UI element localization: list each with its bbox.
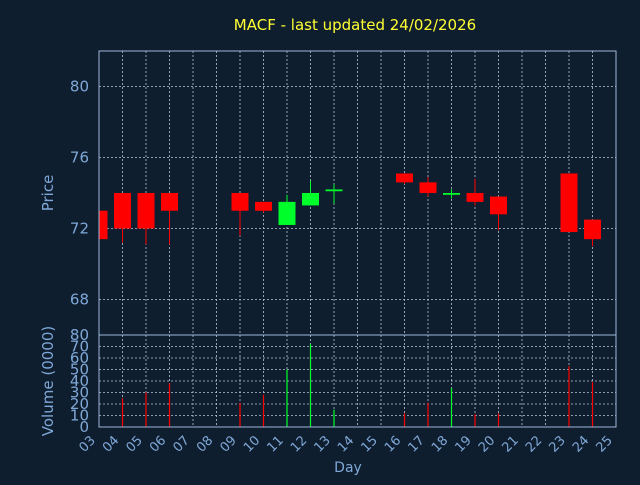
price-axis-label: Price [39, 175, 57, 212]
candle-24 [584, 219, 601, 247]
candle-body-23 [560, 173, 578, 233]
candle-body-05 [137, 193, 155, 229]
day-tick-16: 16 [382, 433, 404, 455]
volume-axis-label: Volume (0000) [39, 326, 57, 436]
volume-bars [121, 344, 594, 427]
day-tick-15: 15 [359, 433, 381, 455]
candle-body-20 [490, 196, 507, 215]
day-tick-12: 12 [288, 433, 310, 455]
volume-gridlines [99, 335, 616, 427]
day-tick-23: 23 [547, 433, 569, 455]
volume-tick-10: 10 [70, 407, 89, 425]
day-tick-08: 08 [194, 433, 216, 455]
candle-body-16 [396, 173, 413, 183]
day-tick-22: 22 [523, 433, 545, 455]
day-tick-07: 07 [171, 433, 193, 455]
volume-tick-40: 40 [70, 372, 89, 390]
volume-tick-30: 30 [70, 384, 89, 402]
price-tick-80: 80 [70, 78, 89, 96]
candle-18 [443, 189, 460, 199]
day-tick-03: 03 [77, 433, 99, 455]
volume-tick-20: 20 [70, 395, 89, 413]
day-tick-11: 11 [265, 433, 287, 455]
candle-04 [114, 193, 131, 243]
price-candles [98, 173, 601, 247]
candle-body-03 [99, 210, 108, 240]
candle-body-06 [161, 193, 178, 211]
day-tick-17: 17 [406, 433, 428, 455]
price-tick-labels: 68 72 76 80 [70, 78, 89, 309]
candle-05 [137, 193, 155, 245]
candle-13 [325, 184, 343, 204]
candle-body-19 [466, 193, 484, 202]
day-tick-24: 24 [570, 433, 592, 455]
day-tick-18: 18 [429, 433, 451, 455]
candle-12 [302, 180, 319, 206]
candle-06 [161, 193, 178, 245]
candle-body-13 [325, 189, 343, 192]
day-tick-21: 21 [500, 433, 522, 455]
candle-03 [98, 210, 108, 240]
price-tick-72: 72 [70, 220, 89, 238]
day-tick-10: 10 [241, 433, 263, 455]
price-tick-76: 76 [70, 149, 89, 167]
chart-title: MACF - last updated 24/02/2026 [234, 16, 476, 34]
candle-17 [419, 177, 437, 197]
volume-tick-80: 80 [70, 326, 89, 344]
candle-body-24 [584, 219, 601, 240]
volume-panel-frame [98, 334, 617, 428]
candle-23 [560, 173, 578, 233]
day-tick-20: 20 [476, 433, 498, 455]
volume-tick-0: 0 [79, 418, 89, 436]
candle-body-12 [302, 193, 319, 206]
volume-tick-60: 60 [70, 349, 89, 367]
candle-10 [255, 201, 272, 213]
day-axis-label: Day [334, 460, 362, 476]
candle-body-10 [255, 201, 272, 211]
candle-body-09 [231, 193, 249, 211]
day-tick-09: 09 [218, 433, 240, 455]
day-tick-14: 14 [335, 433, 357, 455]
day-tick-25: 25 [594, 433, 616, 455]
candle-20 [490, 196, 507, 231]
day-tick-13: 13 [312, 433, 334, 455]
volume-tick-70: 70 [70, 338, 89, 356]
candle-body-17 [419, 182, 437, 193]
day-tick-05: 05 [124, 433, 146, 455]
candle-body-04 [114, 193, 131, 229]
price-tick-68: 68 [70, 291, 89, 309]
day-tick-19: 19 [453, 433, 475, 455]
candle-11 [278, 194, 296, 225]
candle-body-11 [278, 201, 296, 225]
candle-09 [231, 193, 249, 236]
candle-16 [396, 173, 413, 185]
day-tick-labels: 03 04 05 06 07 08 09 10 11 12 13 14 15 16 17 18 19 20 21 22… [77, 433, 616, 455]
day-tick-06: 06 [147, 433, 169, 455]
candle-19 [466, 178, 484, 206]
candle-body-18 [443, 193, 460, 195]
day-tick-04: 04 [100, 433, 122, 455]
volume-tick-50: 50 [70, 361, 89, 379]
